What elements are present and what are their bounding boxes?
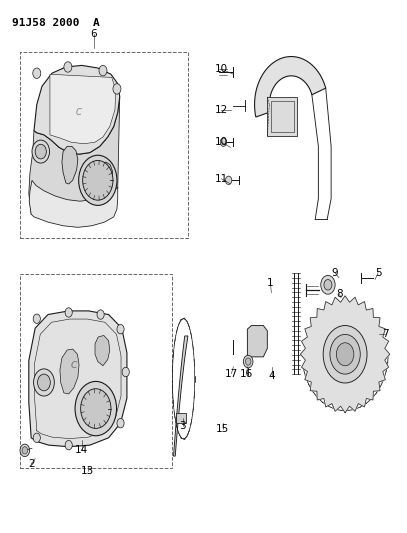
Text: 10: 10 [215, 64, 228, 74]
Circle shape [97, 310, 104, 319]
Text: C: C [71, 361, 77, 370]
Text: 11: 11 [215, 174, 228, 184]
Text: 2: 2 [28, 459, 35, 469]
Polygon shape [29, 311, 127, 447]
Polygon shape [95, 335, 110, 366]
Polygon shape [247, 326, 267, 357]
Circle shape [243, 356, 253, 368]
Circle shape [22, 447, 28, 454]
Text: 17: 17 [225, 369, 238, 378]
Text: 10: 10 [215, 137, 228, 147]
Text: 1: 1 [267, 278, 274, 288]
Circle shape [330, 334, 360, 374]
Circle shape [245, 358, 251, 365]
Text: 6: 6 [90, 29, 97, 39]
Polygon shape [29, 180, 118, 228]
Text: 5: 5 [375, 268, 381, 278]
Text: 8: 8 [336, 289, 342, 298]
Circle shape [79, 155, 117, 205]
Circle shape [81, 389, 111, 429]
Circle shape [113, 84, 121, 94]
Bar [175, 413, 186, 423]
Circle shape [324, 279, 332, 290]
Circle shape [64, 62, 72, 72]
Bar [20, 274, 172, 467]
Polygon shape [34, 66, 120, 154]
Circle shape [336, 343, 354, 366]
Bar [271, 101, 293, 132]
Polygon shape [300, 296, 390, 413]
Polygon shape [98, 162, 113, 193]
Text: 7: 7 [382, 329, 388, 340]
Circle shape [117, 418, 124, 428]
Circle shape [33, 68, 41, 78]
Circle shape [220, 138, 227, 147]
Circle shape [225, 176, 232, 184]
Polygon shape [60, 349, 79, 394]
Bar [20, 52, 188, 238]
Polygon shape [50, 74, 116, 144]
Text: 12: 12 [215, 105, 228, 115]
Polygon shape [62, 147, 78, 184]
Text: 3: 3 [179, 421, 186, 431]
Circle shape [65, 308, 72, 317]
Circle shape [33, 314, 40, 324]
Polygon shape [254, 56, 326, 117]
Text: C: C [76, 108, 82, 117]
Circle shape [65, 440, 72, 450]
Circle shape [122, 367, 129, 377]
Text: 4: 4 [269, 371, 276, 381]
Circle shape [75, 382, 116, 436]
Text: 16: 16 [240, 369, 253, 378]
Circle shape [99, 66, 107, 76]
Bar [267, 97, 297, 136]
Circle shape [34, 369, 54, 396]
Polygon shape [173, 336, 188, 456]
Circle shape [323, 326, 367, 383]
Text: 13: 13 [81, 466, 94, 477]
Polygon shape [29, 97, 120, 221]
Circle shape [20, 444, 30, 457]
Text: 15: 15 [216, 424, 229, 434]
Circle shape [32, 140, 50, 163]
Circle shape [117, 325, 124, 334]
Circle shape [321, 276, 335, 294]
Circle shape [37, 374, 50, 391]
Circle shape [35, 144, 46, 159]
Circle shape [83, 160, 113, 200]
Text: 9: 9 [332, 268, 339, 278]
Text: 14: 14 [75, 446, 88, 455]
Text: 91J58 2000  A: 91J58 2000 A [12, 19, 100, 28]
Circle shape [33, 433, 40, 442]
